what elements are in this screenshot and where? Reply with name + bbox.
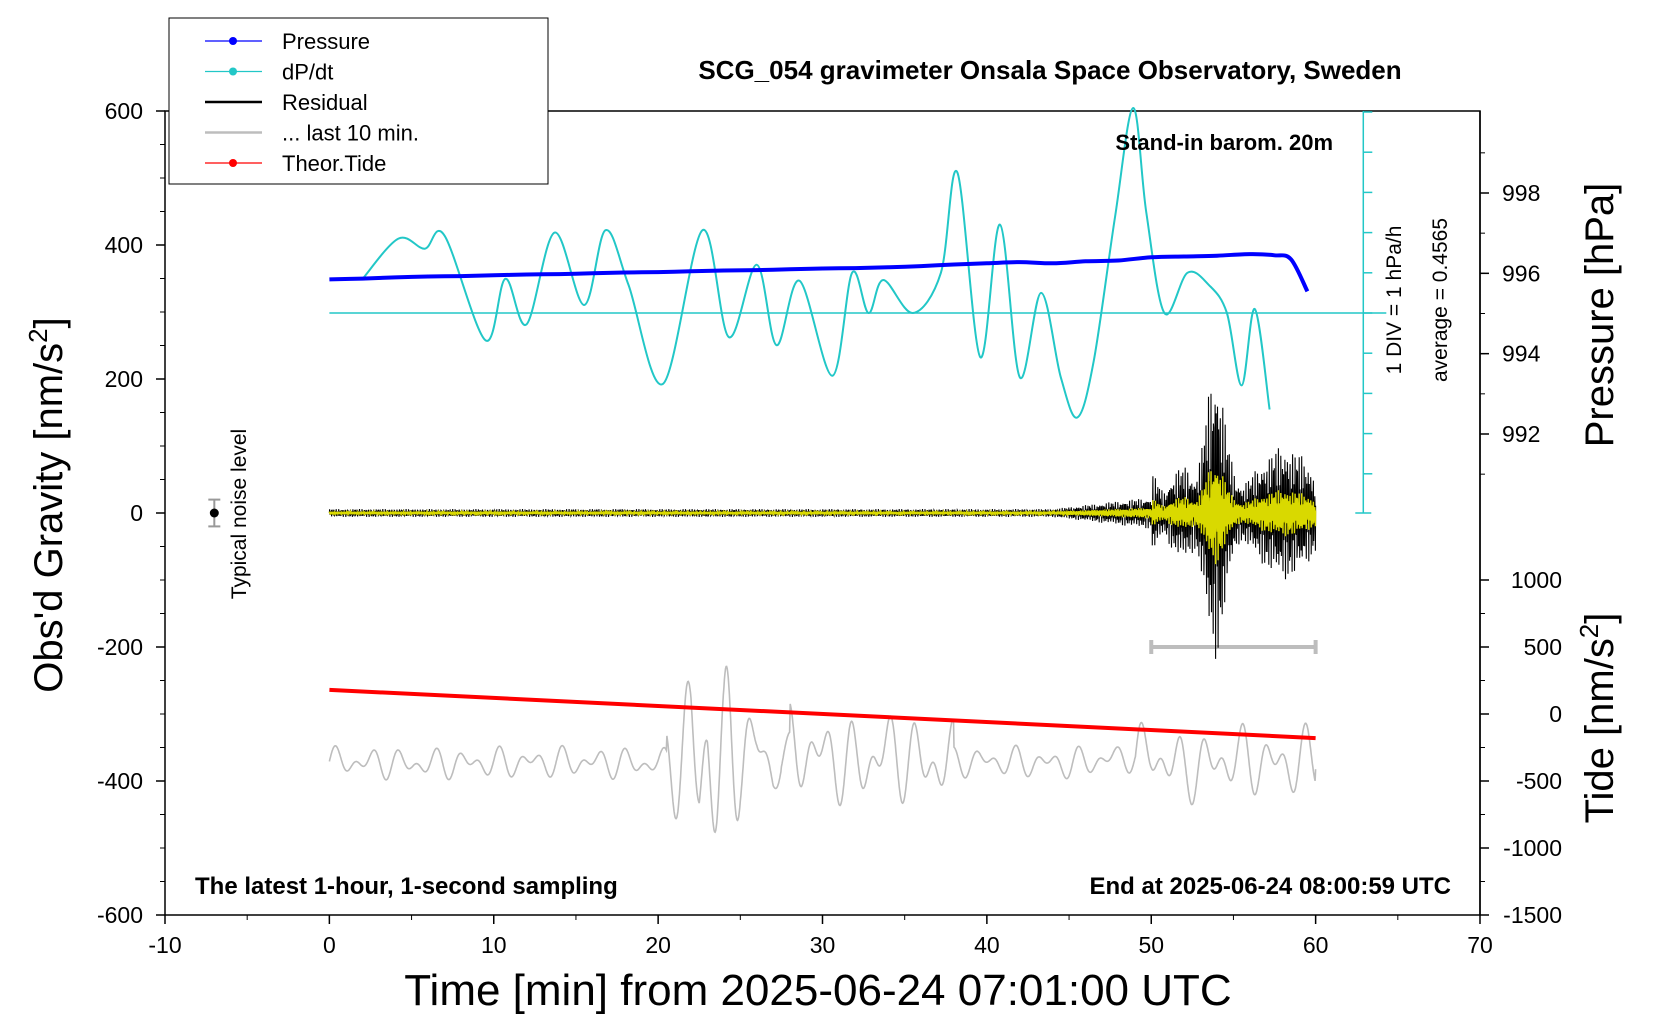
residual-filtered-line	[328, 471, 1317, 565]
left-y-axis-label: Obs'd Gravity [nm/s2]	[23, 317, 71, 693]
barometer-note: Stand-in barom. 20m	[1115, 130, 1333, 155]
x-tick-label: 50	[1138, 932, 1164, 958]
x-tick-label: -10	[148, 932, 181, 958]
noise-dot	[209, 508, 219, 518]
legend-box	[168, 17, 549, 185]
x-tick-label: 30	[810, 932, 836, 958]
axis-ticks: -10 0 10 20 30 40 50 60 70 -600 -400 -200 0 200 400 600…	[97, 98, 1562, 958]
legend-marker	[229, 159, 237, 167]
legend-marker	[229, 37, 237, 45]
y-tick-label: 200	[105, 366, 143, 392]
theor-tide-line	[329, 687, 1316, 741]
x-tick-label: 20	[645, 932, 671, 958]
x-axis-label: Time [min] from 2025-06-24 07:01:00 UTC	[404, 966, 1231, 1015]
tide-axis-label: Tide [nm/s2]	[1574, 613, 1622, 824]
y-tick-label: -400	[97, 768, 143, 794]
div-note: 1 DIV = 1 hPa/h	[1383, 226, 1406, 375]
legend-label: Pressure	[282, 29, 370, 54]
legend-label: Theor.Tide	[282, 151, 386, 176]
y-tick-label: 400	[105, 232, 143, 258]
series-group	[208, 106, 1318, 834]
noise-level-label: Typical noise level	[228, 429, 251, 599]
legend-label: Residual	[282, 90, 368, 115]
tide-tick-label: -1500	[1503, 902, 1562, 928]
tide-tick-label: 0	[1549, 701, 1562, 727]
pressure-line	[329, 252, 1310, 293]
tide-tick-label: 500	[1524, 634, 1562, 660]
y-tick-label: -200	[97, 634, 143, 660]
dpdt-line	[361, 106, 1271, 419]
tide-tick-label: -1000	[1503, 835, 1562, 861]
pressure-tick-label: 994	[1502, 341, 1541, 367]
x-tick-label: 60	[1303, 932, 1329, 958]
chart-title: SCG_054 gravimeter Onsala Space Observat…	[698, 55, 1401, 85]
bottom-left-note: The latest 1-hour, 1-second sampling	[195, 873, 618, 900]
legend-label: ... last 10 min.	[282, 121, 419, 146]
bottom-right-note: End at 2025-06-24 08:00:59 UTC	[1090, 873, 1452, 900]
pressure-tick-label: 996	[1502, 260, 1540, 286]
x-tick-label: 70	[1467, 932, 1493, 958]
legend-label: dP/dt	[282, 60, 333, 85]
tide-tick-label: 1000	[1511, 567, 1562, 593]
pressure-axis-label: Pressure [hPa]	[1578, 183, 1622, 448]
legend-marker	[229, 67, 237, 76]
y-tick-label: 0	[130, 500, 143, 526]
tide-tick-label: -500	[1516, 768, 1562, 794]
x-tick-label: 40	[974, 932, 1000, 958]
x-tick-label: 0	[323, 932, 336, 958]
legend: Pressure dP/dt Residual ... last 10 min. The…	[168, 17, 549, 185]
last-10-min-line	[328, 665, 1317, 834]
y-tick-label: -600	[97, 902, 143, 928]
y-tick-label: 600	[105, 98, 143, 124]
pressure-tick-label: 998	[1502, 180, 1540, 206]
pressure-tick-label: 992	[1502, 421, 1540, 447]
average-note: average = 0.4565	[1429, 218, 1452, 382]
x-tick-label: 10	[481, 932, 507, 958]
